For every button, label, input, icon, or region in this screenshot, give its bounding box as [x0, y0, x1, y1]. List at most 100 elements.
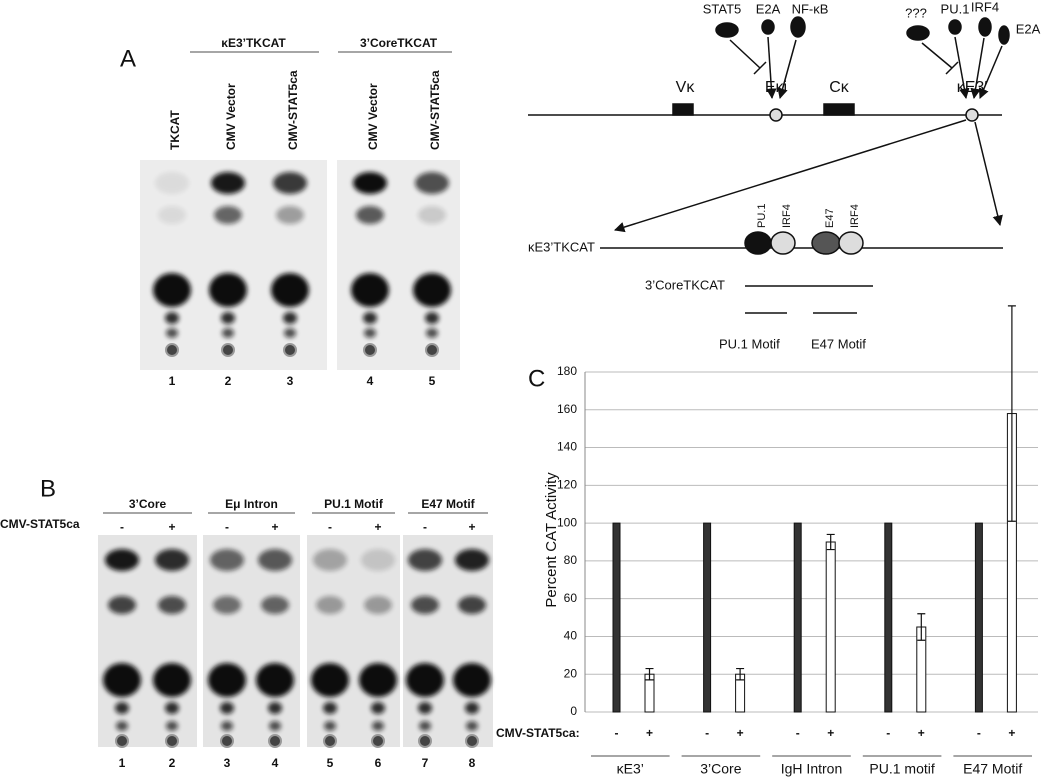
error-bar — [917, 613, 926, 641]
spot — [153, 663, 191, 697]
factor — [948, 19, 962, 35]
factor-label: IRF4 — [971, 0, 999, 14]
panel-label: B — [40, 475, 56, 502]
sign: + — [271, 520, 278, 534]
sign: + — [468, 520, 475, 534]
spot — [271, 273, 309, 307]
sign: - — [225, 520, 229, 534]
spot — [273, 172, 307, 194]
v-segment — [672, 103, 694, 116]
lane-number: 5 — [327, 756, 334, 770]
element-label: κE3′ — [957, 79, 988, 96]
sign: + — [737, 726, 744, 740]
lane-number: 5 — [429, 374, 436, 388]
ke3-site — [965, 108, 979, 122]
bar — [974, 522, 983, 713]
spot — [411, 596, 439, 614]
construct-label: κE3’TKCAT — [528, 239, 595, 254]
sign: - — [120, 520, 124, 534]
spot — [363, 312, 377, 324]
c-segment — [823, 103, 855, 116]
spot — [211, 172, 245, 194]
spot — [268, 702, 282, 714]
spot — [166, 328, 178, 338]
lane-number: 4 — [367, 374, 374, 388]
site — [811, 231, 841, 255]
row-label: CMV-STAT5ca — [0, 517, 80, 531]
well — [283, 343, 297, 357]
y-tick-label: 100 — [557, 515, 577, 529]
y-axis-label: Percent CAT Activity — [543, 472, 560, 608]
spot — [364, 328, 376, 338]
spot — [165, 702, 179, 714]
error-bar — [826, 533, 835, 551]
spot — [313, 549, 347, 571]
well — [425, 343, 439, 357]
motif-label: E47 Motif — [811, 336, 866, 351]
lane-number: 3 — [287, 374, 294, 388]
gel — [307, 535, 400, 747]
sign: - — [796, 726, 800, 740]
well — [115, 734, 129, 748]
factor — [790, 16, 806, 38]
spot — [276, 206, 304, 224]
sign: + — [646, 726, 653, 740]
error-bar — [736, 667, 745, 681]
y-tick-label: 140 — [557, 440, 577, 454]
bar — [884, 522, 893, 713]
spot — [466, 721, 478, 731]
row-label: CMV-STAT5ca: — [496, 726, 580, 740]
bar — [612, 522, 621, 713]
spot — [455, 549, 489, 571]
well — [363, 343, 377, 357]
spot — [261, 596, 289, 614]
element-label: Vκ — [676, 79, 696, 96]
spot — [108, 596, 136, 614]
y-tick-label: 80 — [564, 553, 578, 567]
group-label: PU.1 Motif — [324, 497, 384, 511]
inhibit — [729, 39, 767, 75]
gel — [403, 535, 493, 747]
well — [220, 734, 234, 748]
well — [323, 734, 337, 748]
sign: + — [918, 726, 925, 740]
error-bar — [1007, 305, 1016, 522]
spot — [155, 172, 189, 194]
y-tick-label: 40 — [564, 629, 578, 643]
arrow — [974, 121, 1003, 227]
group-label: Eμ Intron — [225, 497, 278, 511]
spot — [465, 702, 479, 714]
group-label: E47 Motif — [421, 497, 475, 511]
arrow — [613, 119, 967, 233]
spot — [116, 721, 128, 731]
spot — [210, 549, 244, 571]
spot — [208, 663, 246, 697]
arrow — [954, 36, 970, 100]
gel — [203, 535, 300, 747]
arrow — [970, 37, 985, 100]
site — [744, 231, 772, 255]
group-label: 3’Core — [129, 497, 167, 511]
sign: - — [977, 726, 981, 740]
well — [165, 734, 179, 748]
y-tick-label: 20 — [564, 666, 578, 680]
factor — [998, 25, 1010, 45]
site-label: PU.1 — [756, 204, 768, 228]
error-bar — [645, 667, 654, 681]
y-tick-label: 120 — [557, 478, 577, 492]
spot — [419, 721, 431, 731]
spot — [155, 549, 189, 571]
sign: - — [615, 726, 619, 740]
sign: - — [886, 726, 890, 740]
y-tick-label: 160 — [557, 402, 577, 416]
spot — [220, 702, 234, 714]
panel-label: C — [528, 365, 545, 392]
spot — [166, 721, 178, 731]
gel — [98, 535, 197, 747]
spot — [458, 596, 486, 614]
factor — [715, 22, 739, 38]
sign: - — [423, 520, 427, 534]
spot — [311, 663, 349, 697]
spot — [324, 721, 336, 731]
